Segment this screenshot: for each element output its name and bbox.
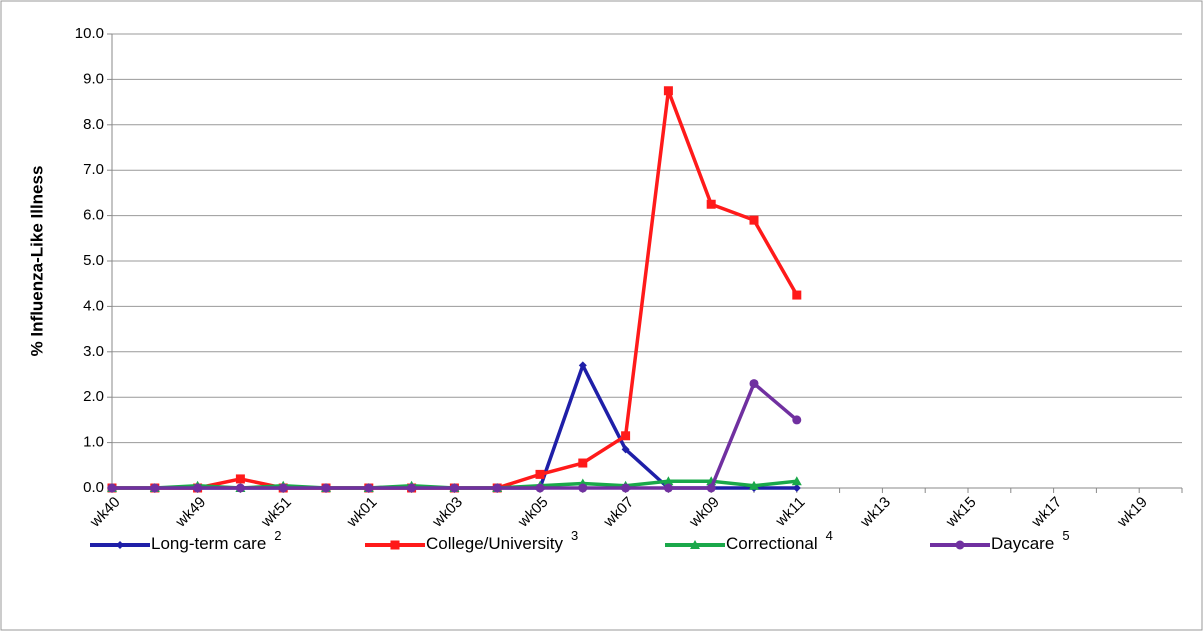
y-tick-label: 2.0 bbox=[83, 388, 104, 405]
legend-footnote: 3 bbox=[571, 528, 578, 543]
y-tick-label: 3.0 bbox=[83, 343, 104, 360]
y-tick-label: 9.0 bbox=[83, 70, 104, 87]
marker bbox=[792, 484, 801, 492]
marker bbox=[578, 458, 588, 468]
marker bbox=[749, 480, 759, 490]
legend-name: Long-term care bbox=[151, 534, 266, 553]
legend-footnote: 2 bbox=[274, 528, 281, 543]
y-tick-label: 7.0 bbox=[83, 161, 104, 178]
marker bbox=[235, 474, 245, 484]
marker bbox=[278, 483, 288, 493]
marker bbox=[578, 483, 588, 493]
marker bbox=[955, 540, 965, 550]
y-tick-label: 8.0 bbox=[83, 116, 104, 133]
marker bbox=[749, 215, 759, 225]
marker bbox=[116, 541, 124, 549]
marker bbox=[107, 483, 117, 493]
marker bbox=[150, 483, 160, 493]
y-tick-label: 1.0 bbox=[83, 434, 104, 451]
marker bbox=[390, 540, 400, 550]
legend-label: Long-term care 2 bbox=[151, 528, 282, 553]
legend-label: College/University 3 bbox=[426, 528, 578, 553]
marker bbox=[492, 483, 502, 493]
marker bbox=[621, 445, 630, 454]
marker bbox=[535, 483, 545, 493]
marker bbox=[407, 483, 417, 493]
marker bbox=[663, 476, 674, 486]
legend-label: Correctional 4 bbox=[726, 528, 833, 553]
marker bbox=[321, 483, 331, 493]
marker bbox=[791, 476, 802, 486]
legend-name: Daycare bbox=[991, 534, 1054, 553]
marker bbox=[706, 199, 716, 209]
marker bbox=[235, 483, 245, 493]
marker bbox=[749, 379, 759, 389]
marker bbox=[364, 483, 374, 493]
y-tick-label: 4.0 bbox=[83, 297, 104, 314]
marker bbox=[663, 86, 673, 96]
marker bbox=[193, 483, 203, 493]
legend-label: Daycare 5 bbox=[991, 528, 1070, 553]
marker bbox=[792, 290, 802, 300]
marker bbox=[449, 483, 459, 493]
marker bbox=[690, 540, 700, 549]
marker bbox=[706, 483, 716, 493]
y-tick-label: 10.0 bbox=[75, 25, 104, 42]
marker bbox=[621, 431, 631, 441]
legend-name: College/University bbox=[426, 534, 563, 553]
marker bbox=[663, 483, 673, 493]
marker bbox=[535, 469, 545, 479]
y-tick-label: 5.0 bbox=[83, 252, 104, 269]
marker bbox=[792, 415, 802, 425]
y-axis-label: % Influenza-Like Illness bbox=[27, 166, 46, 357]
marker bbox=[621, 483, 631, 493]
legend-footnote: 5 bbox=[1062, 528, 1069, 543]
marker bbox=[578, 361, 587, 370]
legend-footnote: 4 bbox=[826, 528, 833, 543]
legend-name: Correctional bbox=[726, 534, 818, 553]
y-tick-label: 0.0 bbox=[83, 479, 104, 496]
y-tick-label: 6.0 bbox=[83, 207, 104, 224]
